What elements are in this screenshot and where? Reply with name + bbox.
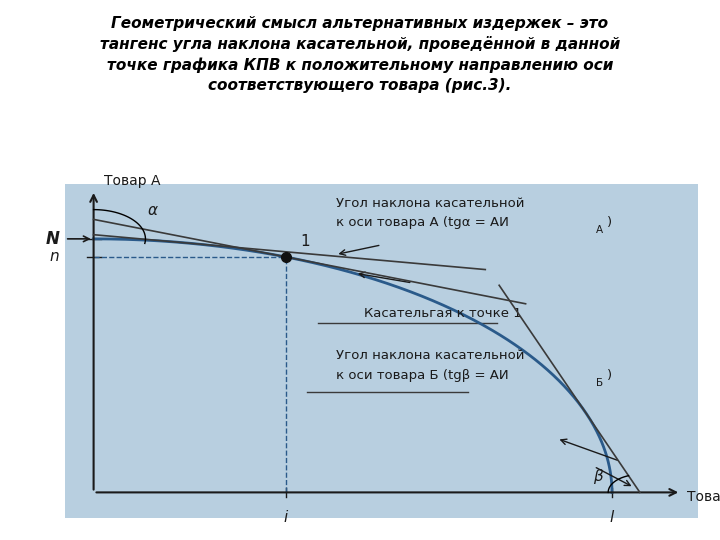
Text: α: α: [148, 203, 158, 218]
Text: N: N: [45, 230, 59, 248]
Text: β: β: [593, 469, 603, 484]
Text: Касательгая к точке 1: Касательгая к точке 1: [364, 307, 522, 320]
Text: Угол наклона касательной: Угол наклона касательной: [336, 197, 524, 210]
Text: Товар А: Товар А: [104, 174, 161, 188]
Text: i: i: [284, 510, 288, 525]
Text: Б: Б: [596, 378, 603, 388]
Text: к оси товара Б (tgβ = АИ: к оси товара Б (tgβ = АИ: [336, 369, 508, 382]
Text: А: А: [596, 225, 603, 235]
Text: ): ): [608, 216, 613, 229]
Text: к оси товара А (tgα = АИ: к оси товара А (tgα = АИ: [336, 216, 508, 229]
Text: Товар Б: Товар Б: [687, 490, 720, 504]
Text: 1: 1: [300, 234, 310, 249]
Text: Геометрический смысл альтернативных издержек – это
тангенс угла наклона касатель: Геометрический смысл альтернативных изде…: [100, 16, 620, 93]
Text: Угол наклона касательной: Угол наклона касательной: [336, 349, 524, 362]
Text: ): ): [608, 369, 613, 382]
Text: l: l: [610, 510, 614, 525]
Text: n: n: [50, 249, 59, 265]
